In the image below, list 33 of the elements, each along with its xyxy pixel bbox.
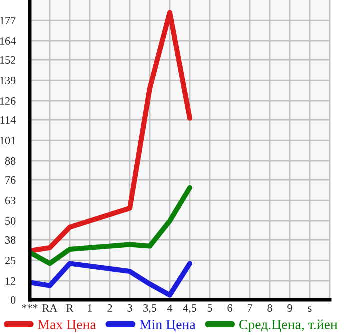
x-tick-label: 8: [268, 304, 272, 312]
y-tick-label: 126: [0, 98, 16, 106]
x-tick-label: 4: [167, 304, 173, 312]
x-tick-label: 1: [88, 304, 92, 312]
x-tick-label: 4,5: [183, 304, 197, 314]
legend-label: Сред.Цена, т.йен: [239, 320, 338, 332]
legend-label: Min Цена: [140, 320, 196, 332]
x-tick-label: RA: [42, 304, 58, 312]
x-tick-label: 7: [248, 304, 252, 312]
y-tick-label: 12: [6, 278, 16, 285]
legend-label: Max Цена: [38, 320, 96, 332]
y-tick-label: 88: [5, 158, 16, 166]
x-tick-label: 9: [288, 304, 292, 312]
x-tick-label: 3: [128, 304, 132, 312]
x-tick-label: 6: [228, 304, 232, 312]
y-tick-label: 0: [10, 296, 16, 304]
x-tick-label: s: [308, 306, 312, 312]
x-tick-label: 3,5: [144, 304, 157, 314]
y-tick-label: 139: [0, 77, 16, 84]
y-tick-label: 50: [6, 218, 16, 226]
y-tick-label: 152: [0, 56, 16, 64]
x-tick-label: R: [66, 304, 74, 312]
x-tick-label: ***: [22, 304, 38, 309]
x-tick-label: 5: [208, 304, 212, 312]
x-tick-label: 2: [108, 304, 112, 312]
y-tick-label: 38: [6, 236, 16, 244]
y-tick-label: 25: [5, 257, 16, 264]
y-tick-label: 76: [6, 176, 16, 184]
y-tick-label: 164: [0, 38, 16, 46]
y-tick-label: 114: [0, 116, 16, 124]
y-tick-label: 101: [0, 136, 16, 144]
y-tick-label: 63: [5, 197, 16, 204]
y-tick-label: 177: [0, 17, 16, 24]
